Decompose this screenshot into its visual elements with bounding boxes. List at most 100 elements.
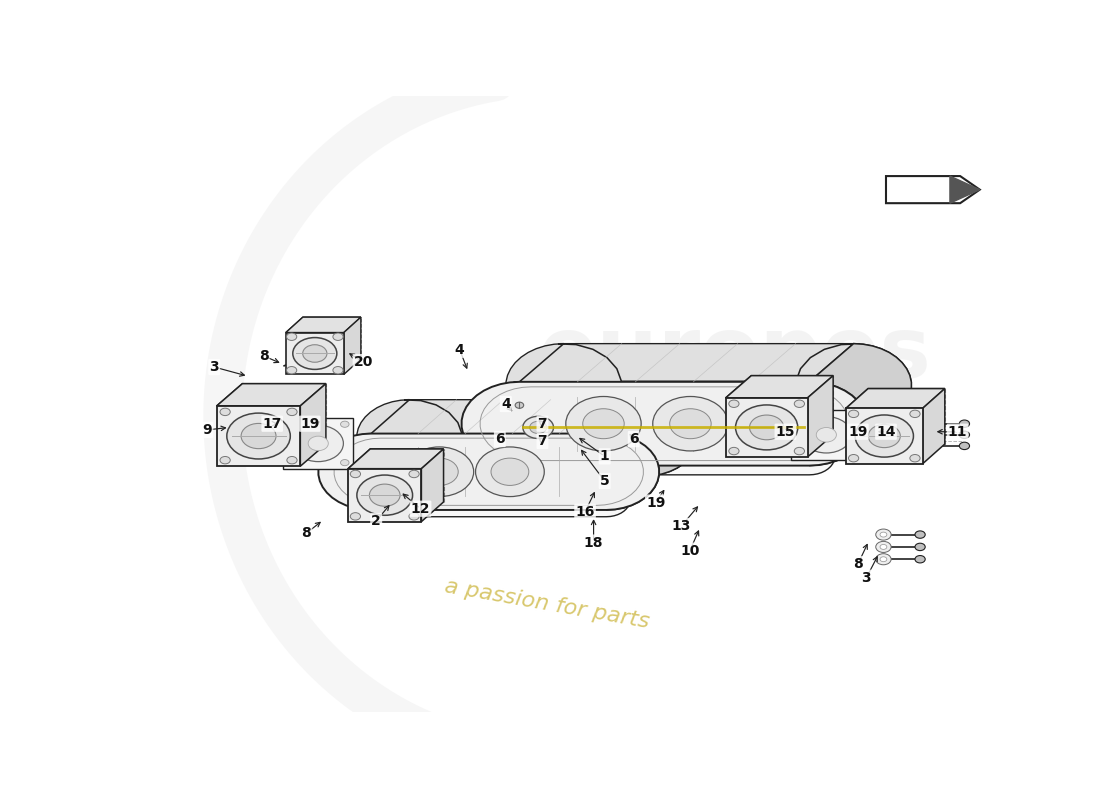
Polygon shape: [846, 389, 945, 408]
Polygon shape: [514, 344, 859, 419]
Text: 3: 3: [861, 570, 871, 585]
Polygon shape: [791, 410, 861, 460]
Circle shape: [880, 557, 887, 562]
Circle shape: [868, 425, 900, 448]
Polygon shape: [348, 469, 421, 522]
Circle shape: [816, 427, 836, 442]
Circle shape: [795, 413, 804, 418]
Text: 19: 19: [848, 425, 868, 438]
Circle shape: [256, 443, 266, 451]
Circle shape: [729, 447, 739, 454]
Polygon shape: [348, 449, 443, 469]
Circle shape: [227, 413, 290, 459]
Polygon shape: [950, 176, 980, 203]
Circle shape: [341, 459, 349, 466]
Circle shape: [801, 417, 851, 453]
Circle shape: [670, 409, 712, 438]
Circle shape: [729, 400, 739, 407]
Text: 4: 4: [455, 342, 464, 357]
Text: a passion for parts: a passion for parts: [442, 576, 651, 632]
Circle shape: [915, 543, 925, 550]
Text: 6: 6: [495, 432, 505, 446]
Text: 14: 14: [877, 425, 895, 438]
Polygon shape: [284, 418, 353, 469]
Text: 16: 16: [575, 505, 595, 519]
Text: 20: 20: [354, 355, 373, 369]
Circle shape: [315, 347, 324, 354]
Circle shape: [848, 413, 857, 418]
Circle shape: [220, 457, 230, 464]
Circle shape: [924, 432, 932, 438]
Polygon shape: [846, 408, 923, 464]
Circle shape: [848, 410, 859, 418]
Circle shape: [286, 333, 297, 341]
Circle shape: [880, 545, 887, 550]
Polygon shape: [726, 376, 833, 398]
Circle shape: [583, 409, 624, 438]
Circle shape: [293, 426, 343, 462]
Circle shape: [910, 410, 920, 418]
Circle shape: [491, 458, 529, 486]
Circle shape: [959, 420, 969, 427]
Circle shape: [218, 442, 233, 453]
Circle shape: [920, 430, 935, 440]
Circle shape: [333, 366, 343, 374]
Text: 8: 8: [301, 526, 311, 540]
Text: 17: 17: [263, 417, 282, 430]
Circle shape: [855, 415, 913, 457]
Text: 12: 12: [410, 502, 430, 516]
Polygon shape: [217, 384, 326, 406]
Circle shape: [920, 440, 935, 451]
Circle shape: [350, 470, 361, 478]
Text: 15: 15: [776, 425, 795, 438]
Text: 6: 6: [629, 432, 638, 446]
Text: 4: 4: [500, 397, 510, 411]
Circle shape: [420, 458, 459, 486]
Polygon shape: [344, 317, 361, 374]
Circle shape: [356, 475, 412, 515]
Circle shape: [794, 447, 804, 454]
Polygon shape: [348, 449, 443, 469]
Circle shape: [794, 400, 804, 407]
Polygon shape: [286, 333, 344, 374]
Circle shape: [370, 484, 400, 506]
Circle shape: [876, 554, 891, 565]
Polygon shape: [726, 376, 833, 398]
Circle shape: [256, 420, 266, 427]
Circle shape: [848, 451, 857, 457]
Polygon shape: [318, 434, 659, 510]
Circle shape: [222, 422, 229, 426]
Polygon shape: [462, 382, 867, 466]
Polygon shape: [366, 400, 650, 468]
Polygon shape: [286, 317, 361, 333]
Circle shape: [959, 442, 969, 450]
Circle shape: [880, 532, 887, 537]
Polygon shape: [886, 176, 980, 203]
Polygon shape: [726, 398, 807, 457]
Polygon shape: [300, 384, 326, 466]
Polygon shape: [923, 389, 945, 464]
Circle shape: [515, 402, 524, 408]
Circle shape: [241, 423, 276, 449]
Circle shape: [924, 443, 932, 448]
Circle shape: [409, 513, 419, 520]
Circle shape: [736, 405, 798, 450]
Text: 1: 1: [600, 450, 609, 463]
Polygon shape: [217, 406, 300, 466]
Circle shape: [920, 418, 935, 430]
Text: 18: 18: [584, 536, 603, 550]
Polygon shape: [494, 438, 835, 475]
Text: 19: 19: [646, 495, 666, 510]
Circle shape: [915, 555, 925, 563]
Circle shape: [522, 416, 553, 438]
Circle shape: [287, 457, 297, 464]
Polygon shape: [807, 376, 833, 457]
Text: europes: europes: [538, 314, 931, 396]
Circle shape: [910, 454, 920, 462]
Text: 7: 7: [538, 417, 548, 430]
Circle shape: [218, 418, 233, 430]
Text: 13: 13: [672, 519, 691, 533]
Polygon shape: [846, 389, 945, 408]
Circle shape: [959, 431, 969, 438]
Circle shape: [222, 445, 229, 450]
